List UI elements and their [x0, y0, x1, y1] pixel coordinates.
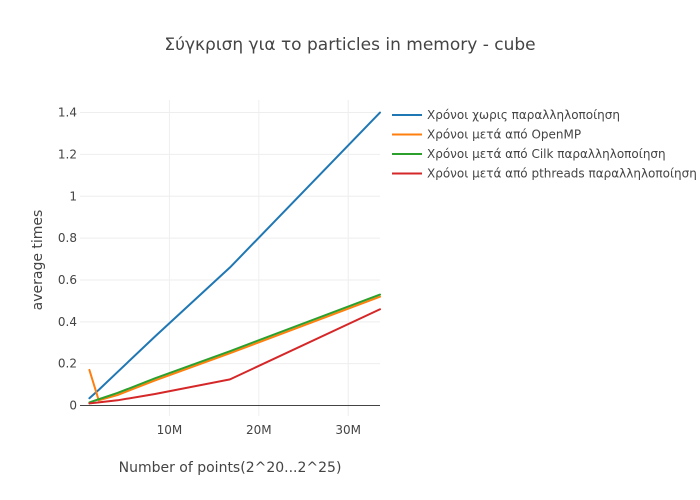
- legend-label-1: Χρόνοι μετά από OpenMP: [427, 128, 581, 142]
- x-tick-label-1: 20M: [246, 423, 272, 437]
- y-tick-label-6: 1.2: [58, 147, 77, 161]
- tick-labels: 10M 20M 30M 0 0.2 0.4 0.6 0.8 1 1.2 1.4: [58, 106, 361, 437]
- legend-label-3: Χρόνοι μετά από pthreads παραλληλοποίηση: [427, 167, 697, 181]
- x-tick-label-0: 10M: [157, 423, 183, 437]
- series-line-0: [88, 111, 381, 400]
- y-tick-label-1: 0.2: [58, 357, 77, 371]
- y-tick-label-0: 0: [69, 399, 77, 413]
- series-lines: [88, 111, 381, 405]
- y-tick-label-3: 0.6: [58, 273, 77, 287]
- grid: [80, 100, 380, 416]
- series-line-3: [88, 308, 381, 405]
- series-line-2: [88, 293, 381, 404]
- y-axis-title: average times: [30, 210, 46, 311]
- y-tick-label-2: 0.4: [58, 315, 77, 329]
- chart-title: Σύγκριση για το particles in memory - cu…: [164, 35, 535, 55]
- legend-label-2: Χρόνοι μετά από Cilk παραλληλοποίηση: [427, 147, 666, 161]
- y-tick-label-7: 1.4: [58, 106, 77, 120]
- y-tick-label-5: 1: [69, 189, 77, 203]
- legend-item-1[interactable]: Χρόνοι μετά από OpenMP: [392, 128, 581, 142]
- legend-label-0: Χρόνοι χωρις παραλληλοποίηση: [427, 108, 620, 122]
- legend-item-2[interactable]: Χρόνοι μετά από Cilk παραλληλοποίηση: [392, 147, 666, 161]
- y-tick-label-4: 0.8: [58, 231, 77, 245]
- series-line-1: [88, 295, 381, 402]
- x-axis-title: Number of points(2^20...2^25): [119, 460, 342, 476]
- x-tick-label-2: 30M: [335, 423, 361, 437]
- legend-item-3[interactable]: Χρόνοι μετά από pthreads παραλληλοποίηση: [392, 167, 697, 181]
- legend-item-0[interactable]: Χρόνοι χωρις παραλληλοποίηση: [392, 108, 620, 122]
- legend[interactable]: Χρόνοι χωρις παραλληλοποίηση Χρόνοι μετά …: [392, 108, 697, 181]
